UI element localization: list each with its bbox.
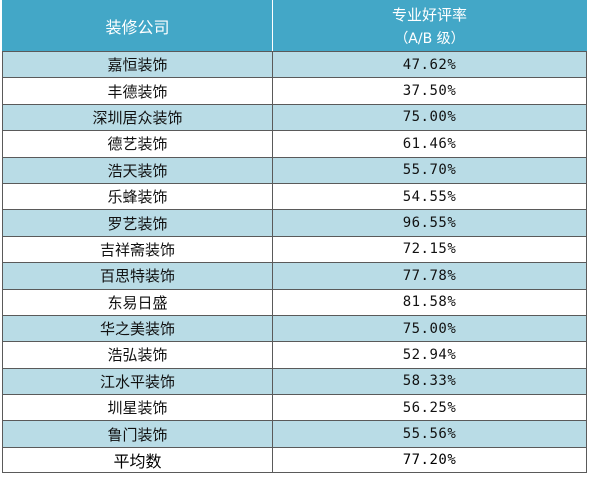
company-name-cell: 圳星装饰 xyxy=(2,394,273,422)
rating-cell: 56.25% xyxy=(272,394,587,422)
table-row: 圳星装饰 56.25% xyxy=(2,394,587,422)
table-row: 深圳居众装饰 75.00% xyxy=(2,103,587,132)
rating-cell: 58.33% xyxy=(272,367,587,396)
rating-table: 装修公司 专业好评率 （A/B 级） 嘉恒装饰 47.62% 丰德装饰 37.50% 深… xyxy=(2,0,587,473)
company-name-cell: 江水平装饰 xyxy=(2,367,273,396)
company-name-cell: 鲁门装饰 xyxy=(2,420,273,448)
table-row: 鲁门装饰 55.56% xyxy=(2,420,587,448)
column-header-rate-title: 专业好评率 xyxy=(391,6,467,24)
rating-cell: 37.50% xyxy=(272,77,587,105)
column-header-rate: 专业好评率 （A/B 级） xyxy=(272,0,587,52)
company-name-cell: 乐蜂装饰 xyxy=(2,182,273,211)
company-name-cell: 东易日盛 xyxy=(2,288,273,316)
company-name-cell: 华之美装饰 xyxy=(2,314,273,343)
company-name-cell: 浩天装饰 xyxy=(2,156,273,184)
table-row: 乐蜂装饰 54.55% xyxy=(2,182,587,211)
table-row: 德艺装饰 61.46% xyxy=(2,130,587,158)
rating-cell: 77.78% xyxy=(272,262,587,290)
rating-cell: 52.94% xyxy=(272,341,587,369)
table-row: 罗艺装饰 96.55% xyxy=(2,209,587,237)
company-name-cell: 罗艺装饰 xyxy=(2,209,273,237)
rating-cell: 55.56% xyxy=(272,420,587,448)
rating-cell: 47.62% xyxy=(272,50,587,79)
column-header-company: 装修公司 xyxy=(2,0,273,52)
table-row: 华之美装饰 75.00% xyxy=(2,314,587,343)
rating-cell: 55.70% xyxy=(272,156,587,184)
average-rate: 77.20% xyxy=(272,446,587,473)
company-name-cell: 德艺装饰 xyxy=(2,130,273,158)
table-row: 东易日盛 81.58% xyxy=(2,288,587,316)
column-header-rate-subtitle: （A/B 级） xyxy=(394,31,465,47)
company-name-cell: 嘉恒装饰 xyxy=(2,50,273,79)
average-row: 平均数 77.20% xyxy=(2,446,587,473)
average-label: 平均数 xyxy=(2,446,273,473)
company-name-cell: 深圳居众装饰 xyxy=(2,103,273,132)
table-row: 江水平装饰 58.33% xyxy=(2,367,587,396)
table-row: 百思特装饰 77.78% xyxy=(2,262,587,290)
rating-cell: 75.00% xyxy=(272,103,587,132)
company-name-cell: 百思特装饰 xyxy=(2,262,273,290)
rating-cell: 61.46% xyxy=(272,130,587,158)
table-row: 丰德装饰 37.50% xyxy=(2,77,587,105)
table-footer: 平均数 77.20% xyxy=(2,446,587,473)
table-row: 浩弘装饰 52.94% xyxy=(2,341,587,369)
table-header: 装修公司 专业好评率 （A/B 级） xyxy=(2,0,587,52)
rating-cell: 54.55% xyxy=(272,182,587,211)
rating-cell: 75.00% xyxy=(272,314,587,343)
header-row: 装修公司 专业好评率 （A/B 级） xyxy=(2,0,587,52)
rating-cell: 81.58% xyxy=(272,288,587,316)
company-name-cell: 吉祥斋装饰 xyxy=(2,235,273,264)
company-name-cell: 丰德装饰 xyxy=(2,77,273,105)
table-row: 浩天装饰 55.70% xyxy=(2,156,587,184)
table-body: 嘉恒装饰 47.62% 丰德装饰 37.50% 深圳居众装饰 75.00% 德艺装饰 61.4… xyxy=(2,50,587,448)
rating-cell: 72.15% xyxy=(272,235,587,264)
company-name-cell: 浩弘装饰 xyxy=(2,341,273,369)
rating-cell: 96.55% xyxy=(272,209,587,237)
table-row: 嘉恒装饰 47.62% xyxy=(2,50,587,79)
table-row: 吉祥斋装饰 72.15% xyxy=(2,235,587,264)
